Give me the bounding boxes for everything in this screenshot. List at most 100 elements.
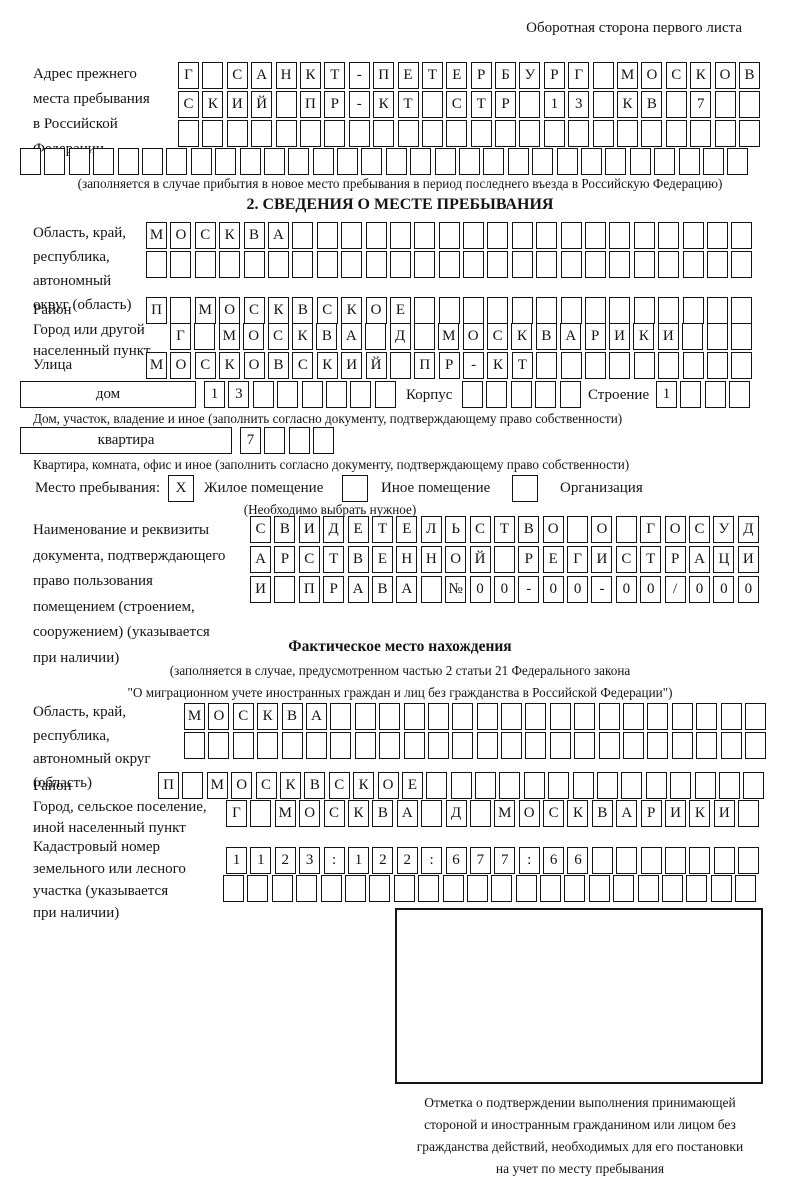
- char-cell[interactable]: /: [664, 576, 686, 603]
- char-cell[interactable]: Р: [470, 62, 492, 89]
- char-cell-empty[interactable]: [418, 875, 440, 902]
- char-cell-empty[interactable]: [647, 703, 669, 730]
- char-cell-empty[interactable]: [365, 323, 387, 350]
- char-cell-empty[interactable]: [170, 297, 192, 324]
- char-cell[interactable]: К: [279, 772, 301, 799]
- char-cell-empty[interactable]: [641, 120, 663, 147]
- char-cell[interactable]: С: [232, 703, 254, 730]
- char-cell-empty[interactable]: [609, 222, 631, 249]
- char-cell[interactable]: П: [298, 576, 320, 603]
- char-cell[interactable]: С: [267, 323, 289, 350]
- char-cell[interactable]: С: [316, 297, 338, 324]
- char-cell[interactable]: В: [347, 546, 369, 573]
- char-cell-empty[interactable]: [182, 772, 204, 799]
- char-cell[interactable]: К: [487, 352, 509, 379]
- char-cell-empty[interactable]: [536, 297, 558, 324]
- char-cell[interactable]: :: [421, 847, 443, 874]
- char-cell-empty[interactable]: [369, 875, 391, 902]
- char-cell-empty[interactable]: [720, 703, 742, 730]
- char-cell-empty[interactable]: [146, 251, 167, 278]
- char-cell[interactable]: К: [633, 323, 655, 350]
- char-cell[interactable]: 1: [543, 91, 565, 118]
- char-cell[interactable]: Г: [640, 516, 662, 543]
- char-cell[interactable]: О: [714, 62, 736, 89]
- char-cell[interactable]: В: [243, 222, 265, 249]
- char-cell[interactable]: П: [299, 91, 321, 118]
- char-cell[interactable]: В: [292, 297, 314, 324]
- char-cell-empty[interactable]: [243, 251, 265, 278]
- char-cell[interactable]: Д: [323, 516, 345, 543]
- char-cell-empty[interactable]: [511, 222, 533, 249]
- char-cell[interactable]: И: [737, 546, 759, 573]
- char-cell-empty[interactable]: [271, 875, 293, 902]
- char-cell[interactable]: М: [206, 772, 228, 799]
- char-cell-empty[interactable]: [738, 847, 760, 874]
- char-cell-empty[interactable]: [316, 251, 338, 278]
- char-cell-empty[interactable]: [365, 222, 387, 249]
- char-cell[interactable]: П: [146, 297, 167, 324]
- char-cell-empty[interactable]: [519, 120, 541, 147]
- char-cell[interactable]: А: [347, 576, 369, 603]
- char-cell-empty[interactable]: [560, 297, 582, 324]
- char-cell[interactable]: Р: [664, 546, 686, 573]
- char-cell[interactable]: 7: [690, 91, 712, 118]
- char-cell[interactable]: К: [219, 222, 241, 249]
- char-cell-empty[interactable]: [486, 381, 508, 408]
- char-cell-empty[interactable]: [633, 297, 655, 324]
- char-cell-empty[interactable]: [682, 323, 704, 350]
- char-cell-empty[interactable]: [623, 703, 645, 730]
- char-cell[interactable]: Б: [495, 62, 517, 89]
- char-cell[interactable]: К: [316, 352, 338, 379]
- char-cell-empty[interactable]: [296, 875, 318, 902]
- char-cell-empty[interactable]: [117, 148, 139, 175]
- char-cell[interactable]: Т: [371, 516, 393, 543]
- char-cell[interactable]: Т: [511, 352, 533, 379]
- char-cell[interactable]: П: [373, 62, 395, 89]
- char-cell[interactable]: 0: [493, 576, 515, 603]
- char-cell-empty[interactable]: [633, 222, 655, 249]
- char-cell[interactable]: О: [445, 546, 467, 573]
- char-cell[interactable]: С: [543, 800, 565, 827]
- char-cell-empty[interactable]: [389, 251, 411, 278]
- char-cell-empty[interactable]: [487, 297, 509, 324]
- char-cell-empty[interactable]: [301, 381, 323, 408]
- char-cell-empty[interactable]: [20, 148, 41, 175]
- char-cell-empty[interactable]: [572, 772, 594, 799]
- char-cell-empty[interactable]: [743, 772, 765, 799]
- char-cell-empty[interactable]: [487, 222, 509, 249]
- char-cell-empty[interactable]: [292, 251, 314, 278]
- char-cell[interactable]: К: [219, 352, 241, 379]
- char-cell-empty[interactable]: [523, 772, 545, 799]
- char-cell-empty[interactable]: [510, 381, 532, 408]
- char-cell-empty[interactable]: [499, 772, 521, 799]
- char-cell-empty[interactable]: [519, 91, 541, 118]
- char-cell-empty[interactable]: [501, 732, 523, 759]
- char-cell[interactable]: О: [641, 62, 663, 89]
- char-cell-empty[interactable]: [292, 222, 314, 249]
- char-cell-empty[interactable]: [452, 703, 474, 730]
- char-cell[interactable]: П: [158, 772, 179, 799]
- char-cell-empty[interactable]: [350, 381, 372, 408]
- char-cell-empty[interactable]: [141, 148, 163, 175]
- char-cell[interactable]: В: [371, 576, 393, 603]
- char-cell-empty[interactable]: [689, 847, 711, 874]
- char-cell[interactable]: М: [146, 222, 167, 249]
- char-cell-empty[interactable]: [532, 148, 554, 175]
- char-cell[interactable]: А: [616, 800, 638, 827]
- char-cell-empty[interactable]: [348, 120, 370, 147]
- char-cell-empty[interactable]: [469, 800, 491, 827]
- char-cell[interactable]: О: [219, 297, 241, 324]
- char-cell[interactable]: 7: [494, 847, 516, 874]
- char-cell-empty[interactable]: [438, 297, 460, 324]
- char-cell[interactable]: :: [518, 847, 540, 874]
- char-cell[interactable]: О: [377, 772, 399, 799]
- char-cell[interactable]: С: [446, 91, 468, 118]
- char-cell[interactable]: О: [365, 297, 387, 324]
- char-cell[interactable]: Е: [401, 772, 423, 799]
- char-cell-empty[interactable]: [536, 222, 558, 249]
- char-cell-empty[interactable]: [426, 772, 448, 799]
- char-cell-empty[interactable]: [665, 120, 687, 147]
- char-cell-empty[interactable]: [421, 91, 443, 118]
- char-cell[interactable]: У: [713, 516, 735, 543]
- char-cell[interactable]: Е: [389, 297, 411, 324]
